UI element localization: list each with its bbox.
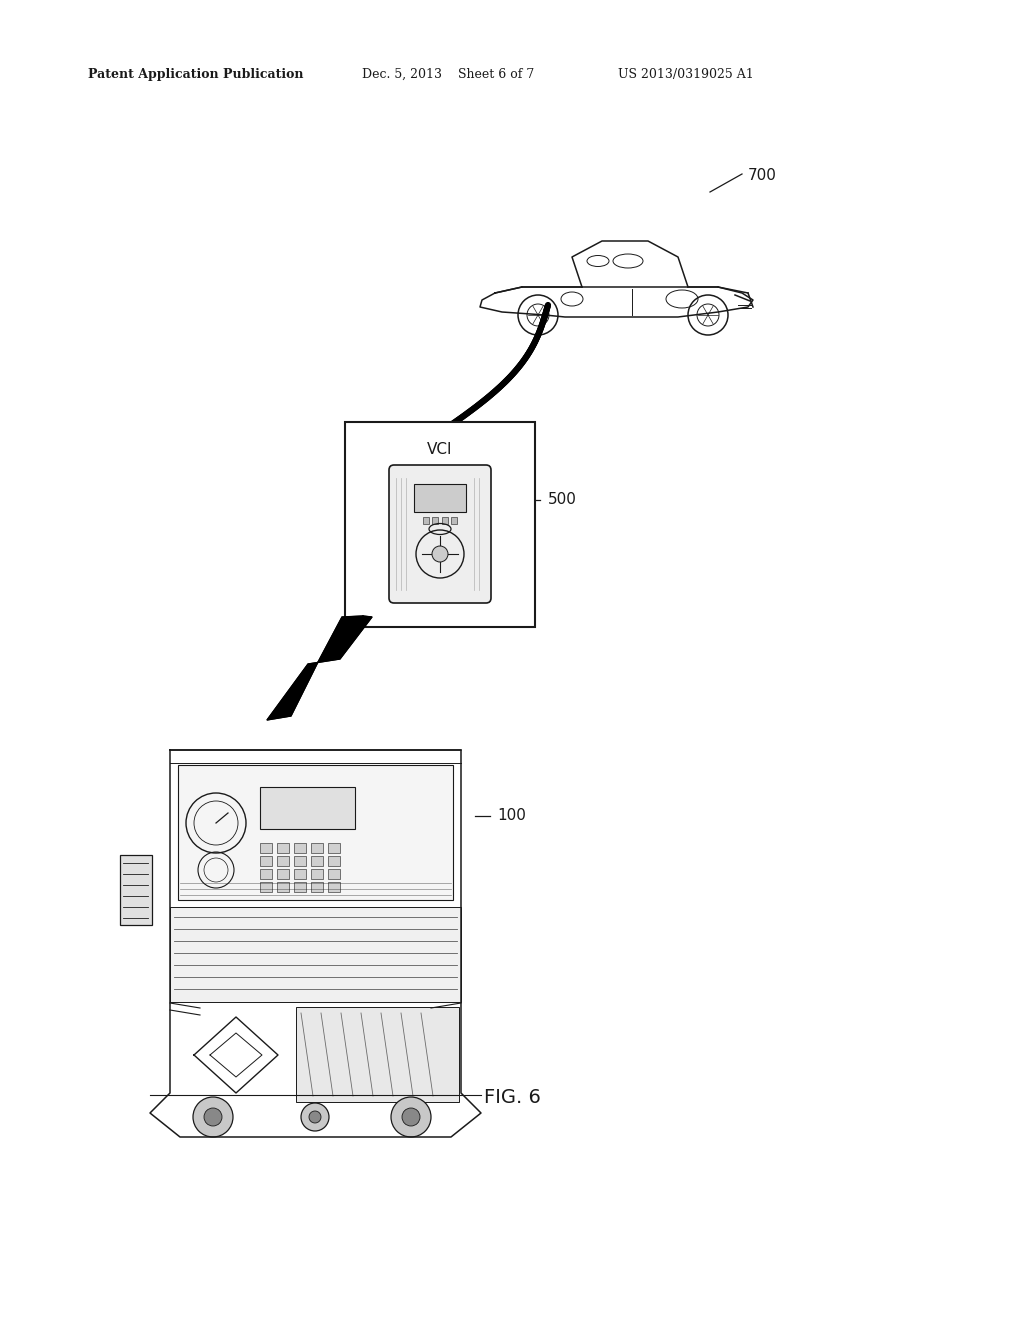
Bar bbox=[294, 843, 306, 853]
Circle shape bbox=[301, 1104, 329, 1131]
Polygon shape bbox=[267, 616, 372, 719]
Text: US 2013/0319025 A1: US 2013/0319025 A1 bbox=[618, 69, 754, 81]
Bar bbox=[260, 869, 272, 879]
Bar bbox=[311, 869, 323, 879]
Circle shape bbox=[391, 1097, 431, 1137]
Bar bbox=[328, 882, 340, 892]
Text: 100: 100 bbox=[497, 808, 526, 822]
Bar bbox=[170, 907, 461, 1002]
Bar bbox=[294, 855, 306, 866]
Bar bbox=[120, 855, 152, 925]
Bar bbox=[260, 855, 272, 866]
Bar bbox=[260, 787, 355, 829]
Bar bbox=[260, 843, 272, 853]
Bar bbox=[278, 855, 289, 866]
Bar bbox=[311, 855, 323, 866]
Bar bbox=[345, 422, 535, 627]
Bar bbox=[414, 484, 466, 512]
Bar bbox=[311, 882, 323, 892]
Bar bbox=[296, 1007, 459, 1102]
Bar bbox=[328, 855, 340, 866]
Text: VCI: VCI bbox=[427, 442, 453, 457]
Bar bbox=[278, 843, 289, 853]
Bar bbox=[328, 843, 340, 853]
Text: 500: 500 bbox=[548, 492, 577, 507]
Bar bbox=[294, 869, 306, 879]
Bar bbox=[311, 843, 323, 853]
Text: Patent Application Publication: Patent Application Publication bbox=[88, 69, 303, 81]
Bar bbox=[260, 882, 272, 892]
Circle shape bbox=[432, 546, 449, 562]
Bar bbox=[178, 766, 453, 900]
Text: Dec. 5, 2013: Dec. 5, 2013 bbox=[362, 69, 442, 81]
Bar bbox=[442, 517, 449, 524]
Bar bbox=[432, 517, 438, 524]
Bar bbox=[451, 517, 457, 524]
Bar bbox=[278, 882, 289, 892]
Bar bbox=[294, 882, 306, 892]
Bar bbox=[278, 869, 289, 879]
Circle shape bbox=[309, 1111, 321, 1123]
Text: 700: 700 bbox=[748, 168, 777, 183]
Bar bbox=[328, 869, 340, 879]
Circle shape bbox=[193, 1097, 233, 1137]
FancyBboxPatch shape bbox=[389, 465, 490, 603]
Circle shape bbox=[402, 1107, 420, 1126]
Bar bbox=[423, 517, 429, 524]
Text: FIG. 6: FIG. 6 bbox=[483, 1088, 541, 1107]
Text: Sheet 6 of 7: Sheet 6 of 7 bbox=[458, 69, 535, 81]
Circle shape bbox=[204, 1107, 222, 1126]
